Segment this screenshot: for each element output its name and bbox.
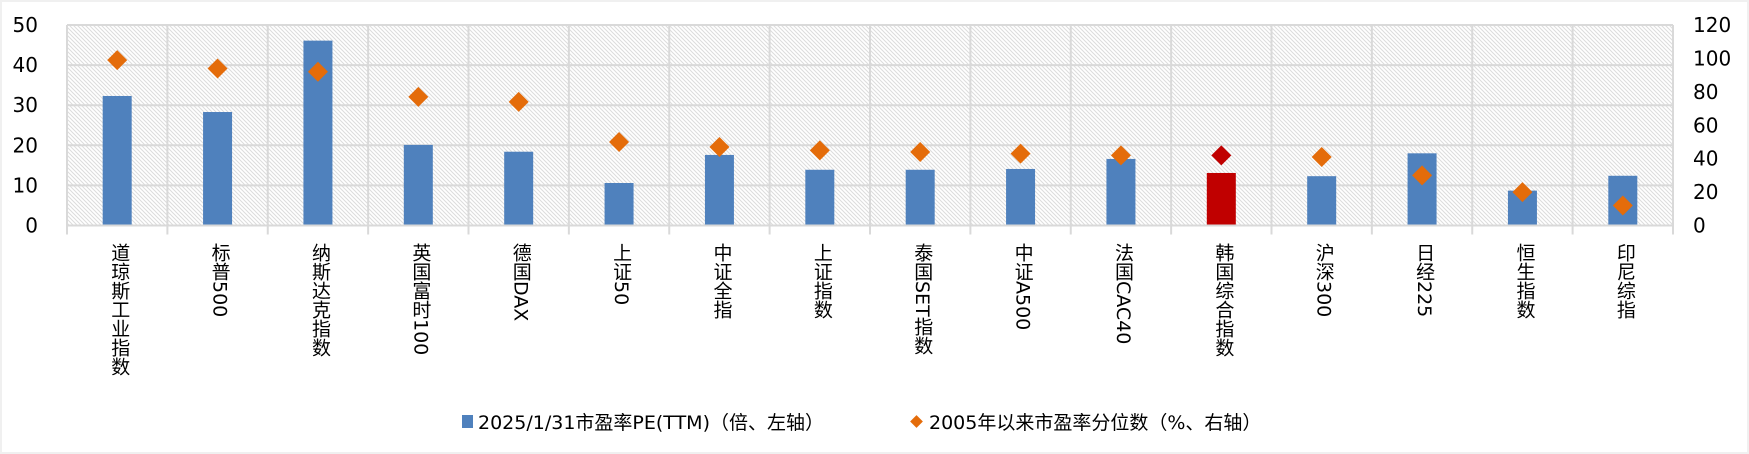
right-y-axis: 0 20 40 60 80 100 120	[1693, 13, 1731, 238]
bar-法国CAC40	[1106, 158, 1136, 225]
legend-item-percentile: 2005年以来市盈率分位数（%、右轴）	[910, 406, 1262, 436]
legend-label-percentile: 2005年以来市盈率分位数（%、右轴）	[929, 411, 1262, 434]
diamond-marker-icon	[1010, 143, 1031, 164]
diamond-marker-icon	[1512, 182, 1533, 203]
diamond-marker-icon	[1612, 195, 1633, 216]
x-axis-label: 印尼综指	[1613, 243, 1636, 319]
x-axis-label: 中证全指	[710, 243, 733, 319]
bar-中证A500	[1006, 168, 1036, 225]
diamond-marker-icon	[609, 131, 630, 152]
right-axis-tick: 120	[1693, 13, 1731, 37]
x-axis-label: 韩国综合指数	[1212, 243, 1235, 357]
right-axis-tick: 0	[1693, 214, 1706, 238]
left-axis-tick: 10	[13, 173, 38, 197]
legend-item-pe: 2025/1/31市盈率PE(TTM)（倍、左轴）	[462, 406, 824, 436]
diamond-marker-icon	[408, 86, 429, 107]
x-axis-label: 上证指数	[810, 243, 833, 319]
left-axis-tick: 30	[13, 93, 38, 117]
x-axis-label: 泰国SET指数	[911, 243, 934, 355]
left-axis-tick: 50	[13, 13, 38, 37]
diamond-marker-icon	[910, 141, 931, 162]
diamond-marker-icon	[508, 91, 529, 112]
bar-德国DAX	[504, 151, 534, 225]
bar-series-pe	[102, 40, 1638, 225]
x-axis-label: 道琼斯工业指数	[108, 243, 131, 376]
x-axis-label: 标普500	[208, 243, 231, 318]
legend-diamond-icon	[910, 414, 923, 428]
x-axis-label: 中证A500	[1011, 243, 1034, 331]
x-axis-label: 纳斯达克指数	[308, 243, 331, 357]
left-axis-tick: 0	[25, 214, 38, 238]
bar-上证指数	[805, 169, 835, 225]
x-axis-label: 法国CAC40	[1111, 243, 1134, 345]
diamond-marker-icon	[809, 140, 830, 161]
bar-沪深300	[1307, 176, 1337, 225]
legend-label-pe: 2025/1/31市盈率PE(TTM)（倍、左轴）	[478, 411, 824, 434]
x-axis-label: 日经225	[1413, 243, 1436, 318]
diamond-marker-icon	[1311, 146, 1332, 167]
x-axis-label: 德国DAX	[509, 243, 532, 322]
diamond-marker-icon	[307, 61, 328, 82]
bar-泰国SET指数	[905, 169, 935, 225]
legend-square-icon	[462, 414, 473, 428]
bar-韩国综合指数	[1206, 172, 1236, 225]
x-axis-label: 英国富时100	[409, 243, 432, 356]
marker-series-percentile	[107, 50, 1633, 216]
diamond-marker-icon	[1110, 145, 1131, 166]
bar-标普500	[203, 112, 233, 225]
diamond-marker-icon	[1412, 165, 1433, 186]
bar-英国富时100	[403, 144, 433, 225]
right-axis-tick: 100	[1693, 46, 1731, 70]
left-y-axis: 0 10 20 30 40 50	[13, 13, 38, 238]
x-axis-label: 恒生指数	[1513, 243, 1536, 319]
x-axis-label: 沪深300	[1312, 243, 1335, 318]
right-axis-tick: 20	[1693, 180, 1718, 204]
left-axis-tick: 40	[13, 53, 38, 77]
diamond-marker-icon	[1211, 145, 1232, 166]
diamond-marker-icon	[709, 136, 730, 157]
bar-道琼斯工业指数	[102, 95, 132, 225]
bar-中证全指	[704, 154, 734, 225]
legend: 2025/1/31市盈率PE(TTM)（倍、左轴） 2005年以来市盈率分位数（…	[0, 406, 1749, 436]
left-axis-tick: 20	[13, 133, 38, 157]
x-axis-label: 上证50	[610, 243, 633, 306]
gridlines	[66, 24, 1674, 235]
right-axis-tick: 40	[1693, 147, 1718, 171]
bar-上证50	[604, 182, 634, 225]
right-axis-tick: 60	[1693, 113, 1718, 137]
right-axis-tick: 80	[1693, 80, 1718, 104]
diamond-marker-icon	[107, 50, 128, 71]
bar-日经225	[1407, 153, 1437, 225]
diamond-marker-icon	[207, 58, 228, 79]
